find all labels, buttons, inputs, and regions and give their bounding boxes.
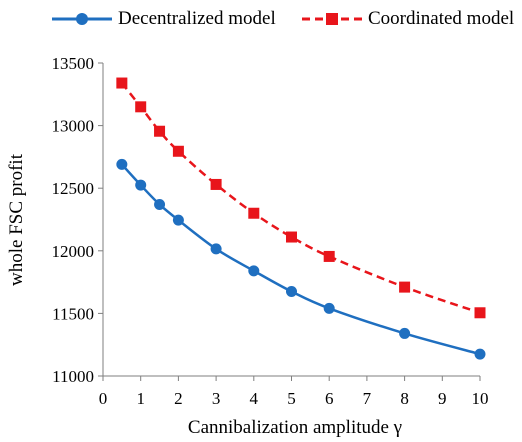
data-point-decentralized	[135, 179, 147, 191]
data-point-decentralized	[210, 243, 222, 255]
legend-swatch-decentralized	[52, 13, 112, 25]
legend: Decentralized model Coordinated model	[0, 4, 522, 34]
data-point-decentralized	[474, 348, 486, 360]
legend-entry-coordinated: Coordinated model	[300, 4, 514, 34]
series-layer	[116, 77, 486, 360]
x-tick-label: 3	[212, 389, 221, 408]
y-axis-label: whole FSC profit	[6, 153, 27, 286]
y-tick-label: 13000	[52, 117, 95, 136]
data-point-coordinated	[116, 77, 128, 89]
data-point-decentralized	[172, 214, 184, 226]
x-tick-label: 0	[99, 389, 108, 408]
y-tick-label: 11500	[52, 304, 94, 323]
data-point-coordinated	[154, 125, 166, 137]
x-tick-label: 9	[438, 389, 447, 408]
y-tick-label: 12500	[52, 179, 95, 198]
data-point-coordinated	[474, 307, 486, 319]
series-line-decentralized	[120, 163, 481, 356]
data-point-decentralized	[323, 302, 335, 314]
data-point-decentralized	[286, 285, 297, 297]
x-tick-label: 1	[136, 389, 145, 408]
data-point-coordinated	[286, 231, 297, 243]
x-tick-label: 10	[472, 389, 489, 408]
data-point-coordinated	[210, 178, 222, 190]
x-tick-label: 6	[325, 389, 334, 408]
axes: 11000 11500 12000 12500 13000 13500 0 1 2 3 4 5 6 7 8 9…	[52, 54, 489, 408]
data-point-coordinated	[323, 250, 335, 262]
legend-label-decentralized: Decentralized model	[118, 8, 276, 29]
data-point-decentralized	[399, 327, 411, 339]
y-tick-label: 12000	[52, 242, 95, 261]
data-point-coordinated	[248, 207, 260, 219]
series-line-coordinated	[120, 82, 481, 314]
x-tick-label: 8	[400, 389, 409, 408]
x-tick-label: 5	[287, 389, 296, 408]
legend-swatch-coordinated	[302, 13, 362, 25]
x-axis-label: Cannibalization amplitude γ	[188, 417, 402, 438]
y-tick-label: 13500	[52, 54, 95, 73]
x-tick-label: 2	[174, 389, 183, 408]
data-point-coordinated	[135, 101, 147, 113]
x-tick-label: 4	[250, 389, 259, 408]
legend-entry-decentralized: Decentralized model	[50, 4, 276, 34]
legend-label-coordinated: Coordinated model	[368, 8, 515, 29]
data-point-decentralized	[154, 198, 166, 210]
data-point-coordinated	[172, 145, 184, 157]
y-tick-label: 11000	[52, 367, 94, 386]
data-point-decentralized	[248, 265, 260, 277]
x-tick-label: 7	[363, 389, 372, 408]
data-point-coordinated	[399, 281, 411, 293]
data-point-decentralized	[116, 158, 128, 170]
